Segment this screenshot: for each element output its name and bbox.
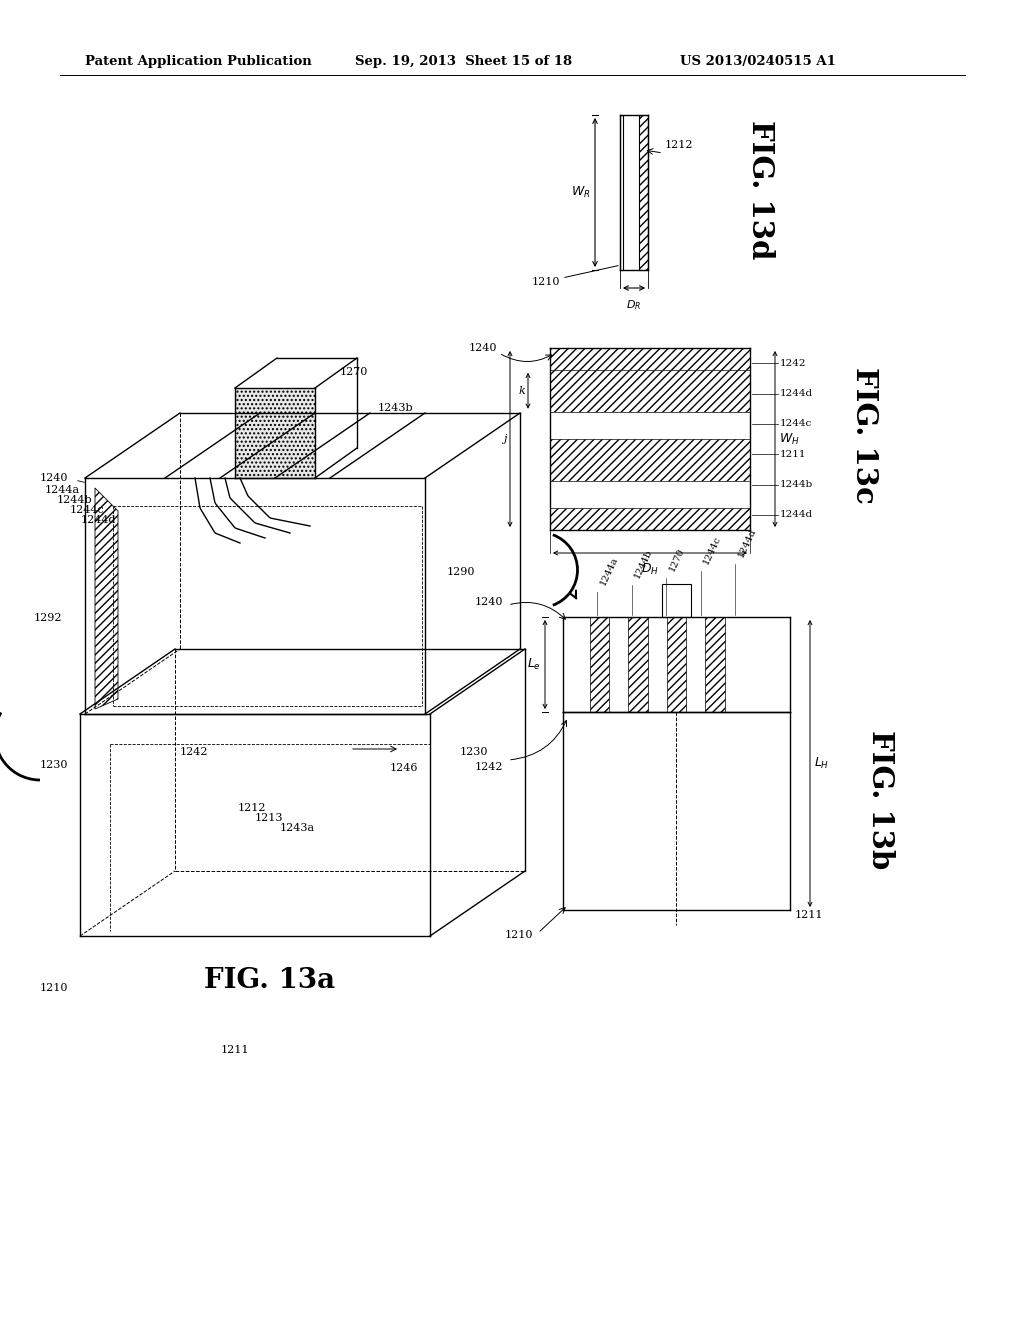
Text: 1244b: 1244b	[780, 480, 813, 488]
Text: 1213: 1213	[255, 813, 284, 822]
Bar	[234, 388, 315, 478]
Bar	[550, 348, 750, 370]
Polygon shape	[95, 488, 118, 709]
Text: 1244b: 1244b	[633, 548, 654, 579]
Text: 1240: 1240	[40, 473, 68, 483]
Bar	[550, 440, 750, 480]
Text: FIG. 13d: FIG. 13d	[745, 120, 774, 260]
Text: 1210: 1210	[40, 983, 68, 993]
Text: 1212: 1212	[238, 803, 266, 813]
Text: 1244c: 1244c	[70, 506, 104, 515]
Text: 1242: 1242	[474, 762, 503, 772]
Text: $D_H$: $D_H$	[641, 562, 659, 577]
Text: $D_R$: $D_R$	[627, 298, 642, 312]
Text: 1210: 1210	[531, 277, 560, 286]
Text: 1244c: 1244c	[701, 535, 723, 566]
Text: 1240: 1240	[469, 343, 497, 352]
Text: 1244d: 1244d	[780, 511, 813, 519]
Bar	[620, 115, 623, 271]
Bar	[550, 370, 750, 412]
Text: FIG. 13b: FIG. 13b	[865, 730, 895, 870]
Bar	[234, 388, 315, 478]
Text: 1240: 1240	[474, 597, 503, 607]
Text: 1243b: 1243b	[378, 403, 414, 413]
Text: 1290: 1290	[447, 568, 475, 577]
Text: j: j	[504, 434, 507, 444]
Bar	[550, 508, 750, 531]
Text: 1244d: 1244d	[780, 389, 813, 399]
Text: Patent Application Publication: Patent Application Publication	[85, 55, 311, 69]
Bar	[590, 616, 609, 711]
Text: 1244a: 1244a	[598, 556, 620, 587]
Text: 1244b: 1244b	[56, 495, 92, 506]
Bar	[550, 480, 750, 508]
Text: $W_H$: $W_H$	[779, 432, 800, 446]
Text: 1244d: 1244d	[736, 527, 758, 558]
Text: 1210: 1210	[505, 931, 534, 940]
Text: 1244d: 1244d	[81, 515, 116, 525]
Text: 1211: 1211	[795, 909, 823, 920]
Text: 1243a: 1243a	[280, 822, 315, 833]
Text: 1230: 1230	[460, 747, 488, 756]
Text: 1244a: 1244a	[45, 484, 80, 495]
Text: 1270: 1270	[340, 367, 369, 378]
Text: 1230: 1230	[40, 760, 68, 770]
Text: $L_e$: $L_e$	[527, 657, 541, 672]
Bar	[550, 412, 750, 440]
Text: Sep. 19, 2013  Sheet 15 of 18: Sep. 19, 2013 Sheet 15 of 18	[355, 55, 572, 69]
Text: 1242: 1242	[780, 359, 807, 368]
Text: 1292: 1292	[34, 612, 62, 623]
Bar	[667, 616, 686, 711]
Bar	[639, 115, 648, 271]
Text: FIG. 13c: FIG. 13c	[851, 367, 880, 503]
Text: 1270: 1270	[668, 546, 686, 573]
Bar	[663, 583, 691, 616]
Text: US 2013/0240515 A1: US 2013/0240515 A1	[680, 55, 836, 69]
Text: $W_R$: $W_R$	[571, 185, 591, 201]
Text: 1212: 1212	[665, 140, 693, 150]
Text: 1242: 1242	[180, 747, 209, 756]
Text: FIG. 13a: FIG. 13a	[205, 966, 336, 994]
Bar	[629, 616, 647, 711]
Text: 1246: 1246	[390, 763, 419, 774]
Text: 1211: 1211	[221, 1045, 249, 1055]
Text: $L_H$: $L_H$	[814, 756, 829, 771]
Bar	[706, 616, 725, 711]
Text: k: k	[518, 385, 525, 396]
Text: 1244c: 1244c	[780, 420, 812, 428]
Text: 1211: 1211	[780, 450, 807, 458]
